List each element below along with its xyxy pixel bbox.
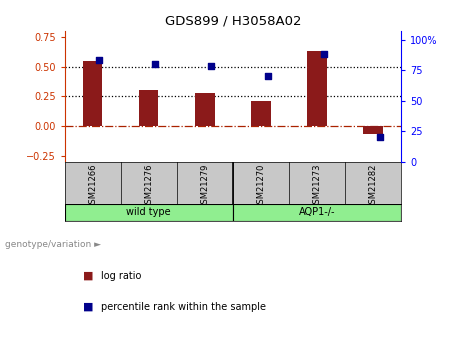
Point (152, 61, 159, 67)
Text: GSM21273: GSM21273 (313, 164, 321, 209)
Text: GSM21270: GSM21270 (256, 164, 266, 209)
Bar (363, 126, 383, 134)
Text: log ratio: log ratio (101, 271, 142, 281)
Text: GSM21282: GSM21282 (368, 164, 378, 209)
Bar (139, 90, 159, 126)
Point (320, 51, 327, 57)
Bar (251, 101, 271, 126)
Point (95, 58, 103, 63)
Point (208, 63, 215, 69)
FancyBboxPatch shape (65, 204, 233, 221)
Text: genotype/variation ►: genotype/variation ► (5, 240, 100, 249)
FancyBboxPatch shape (233, 204, 401, 221)
Text: ■: ■ (83, 302, 94, 312)
Text: GSM21276: GSM21276 (144, 164, 153, 209)
Text: wild type: wild type (126, 207, 171, 217)
Bar (307, 51, 327, 126)
Title: GDS899 / H3058A02: GDS899 / H3058A02 (165, 14, 301, 27)
Text: AQP1-/-: AQP1-/- (299, 207, 335, 217)
Point (376, 134, 384, 140)
Text: GSM21266: GSM21266 (88, 164, 97, 209)
Bar (195, 93, 214, 126)
Text: ■: ■ (83, 271, 94, 281)
Text: GSM21279: GSM21279 (200, 164, 209, 209)
Text: percentile rank within the sample: percentile rank within the sample (101, 302, 266, 312)
Point (264, 73, 271, 79)
Bar (83, 61, 102, 126)
